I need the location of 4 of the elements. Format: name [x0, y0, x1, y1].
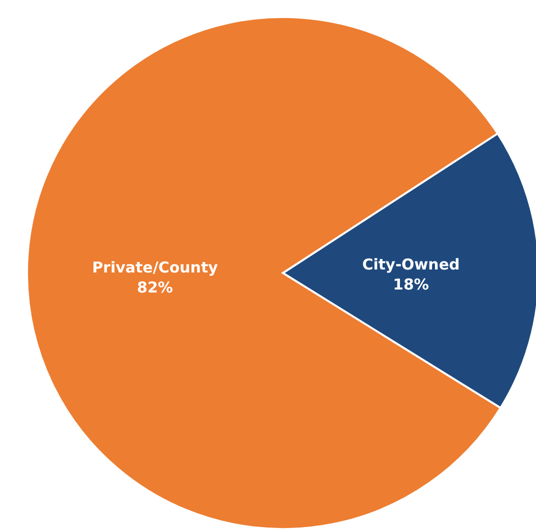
- data-label: 18%: [393, 276, 429, 294]
- slice-label: Private/County: [92, 258, 218, 276]
- data-label: 82%: [137, 278, 173, 296]
- slice-label: City-Owned: [362, 256, 460, 274]
